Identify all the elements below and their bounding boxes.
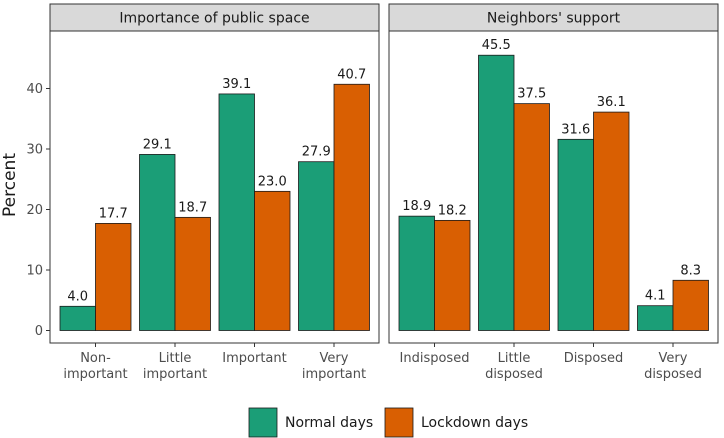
bar-normal (59, 305, 96, 331)
panel-2: Neighbors' support 18.9 18.2 Indisposed 45.5… (388, 3, 719, 382)
bar-lockdown (513, 103, 550, 331)
bar-lockdown (672, 279, 709, 331)
bar-lockdown (174, 216, 211, 331)
data-label: 4.1 (645, 289, 666, 304)
bar-lockdown (434, 219, 471, 331)
x-tick-label: important (63, 367, 127, 382)
y-axis-title: Percent (0, 153, 20, 217)
x-tick-label: Very (320, 351, 349, 366)
bar-normal (478, 54, 515, 331)
panel-border (49, 30, 380, 344)
data-label: 31.6 (561, 122, 590, 137)
bar-lockdown (95, 223, 132, 331)
x-tick-label: Very (659, 351, 688, 366)
bar-lockdown (593, 111, 630, 331)
data-label: 39.1 (222, 77, 251, 92)
data-label: 27.9 (302, 145, 331, 160)
legend-label-normal: Normal days (285, 415, 373, 431)
legend-label-lockdown: Lockdown days (421, 415, 528, 431)
panel-strip (49, 3, 380, 32)
x-tick-label: disposed (485, 367, 543, 382)
x-tick-label: disposed (644, 367, 702, 382)
x-tick-label: Indisposed (400, 351, 470, 366)
data-label: 18.2 (438, 203, 467, 218)
bar-normal (139, 154, 176, 331)
y-tick-label-10: 10 (26, 264, 43, 279)
bar-normal (298, 161, 335, 331)
data-label: 17.7 (99, 206, 128, 221)
legend: Normal days Lockdown days (248, 407, 528, 438)
data-label: 18.9 (402, 199, 431, 214)
bar-lockdown (254, 190, 291, 331)
panel-title: Importance of public space (119, 11, 309, 27)
y-tick-label-30: 30 (26, 143, 43, 158)
data-label: 23.0 (258, 174, 287, 189)
legend-key-normal (248, 407, 278, 438)
x-tick-label: Little (498, 351, 531, 366)
data-label: 8.3 (680, 263, 701, 278)
x-tick-label: Little (159, 351, 192, 366)
data-label: 4.0 (67, 289, 88, 304)
x-tick-label: important (302, 367, 366, 382)
x-tick-label: important (143, 367, 207, 382)
data-label: 18.7 (178, 200, 207, 215)
panel-title: Neighbors' support (487, 11, 621, 27)
bar-lockdown (333, 83, 370, 331)
panel-1: Importance of public space 4.0 17.7 Non-imp… (49, 3, 380, 382)
x-tick-label: Important (222, 351, 286, 366)
panel-border (388, 30, 719, 344)
legend-key-lockdown (384, 407, 414, 438)
x-tick-label: Non- (80, 351, 111, 366)
bar-normal (557, 138, 594, 331)
data-label: 40.7 (337, 67, 366, 82)
bar-normal (398, 215, 435, 331)
data-label: 37.5 (517, 87, 546, 102)
data-label: 29.1 (143, 137, 172, 152)
y-tick-label-20: 20 (26, 203, 43, 218)
y-tick-label-40: 40 (26, 82, 43, 97)
bar-normal (637, 305, 674, 331)
data-label: 45.5 (482, 38, 511, 53)
y-tick-label-0: 0 (35, 324, 43, 339)
x-tick-label: Disposed (564, 351, 624, 366)
data-label: 36.1 (597, 95, 626, 110)
bar-normal (218, 93, 255, 331)
